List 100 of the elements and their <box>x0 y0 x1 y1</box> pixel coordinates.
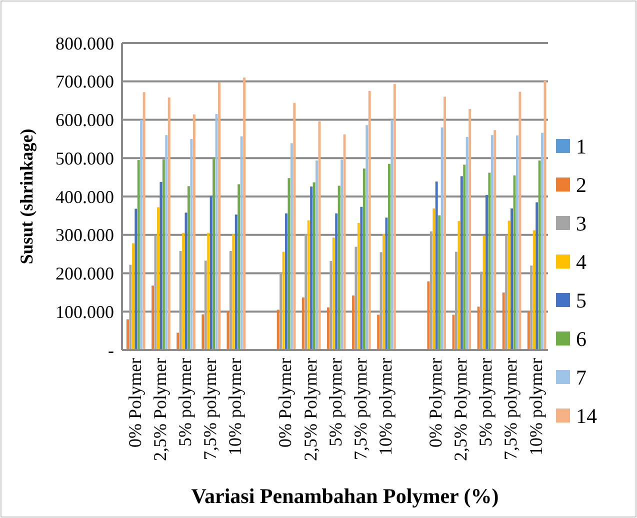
bar <box>343 134 346 350</box>
bar <box>134 208 138 350</box>
bar <box>494 130 496 350</box>
bar <box>466 137 468 350</box>
bar <box>290 143 293 350</box>
bar <box>538 160 541 350</box>
bar <box>454 252 458 350</box>
bar <box>126 319 129 350</box>
y-tick-label: 800.000 <box>56 33 114 54</box>
bar <box>362 168 366 350</box>
bar <box>179 250 182 350</box>
bar <box>129 264 132 350</box>
y-tick-label: 300.000 <box>56 225 114 246</box>
bar <box>490 135 494 350</box>
bar <box>218 82 220 350</box>
x-tick-label: 2,5% Polymer <box>300 358 320 461</box>
bar <box>480 272 482 350</box>
bar <box>335 213 338 350</box>
bar <box>360 206 363 350</box>
bar <box>435 182 438 350</box>
bar <box>438 215 441 350</box>
legend-label: 4 <box>576 250 587 274</box>
x-tick-label: 5% polymer <box>325 358 346 446</box>
legend-label: 5 <box>576 288 586 312</box>
bar <box>210 196 212 350</box>
bar <box>460 176 463 350</box>
bar <box>505 234 508 350</box>
bar <box>280 272 282 350</box>
bar <box>310 186 313 350</box>
bar <box>536 202 538 350</box>
bar <box>338 186 340 350</box>
bar <box>532 230 536 350</box>
bar <box>518 92 522 350</box>
x-tick-label: 7,5% polymer <box>350 358 370 460</box>
bar <box>302 297 304 350</box>
bar <box>477 306 480 350</box>
x-tick-label: 10% polymer <box>375 358 396 456</box>
bar <box>162 159 165 350</box>
bar <box>152 286 154 350</box>
bar <box>293 102 296 350</box>
bar <box>190 138 193 350</box>
x-tick-label: 2,5% Polymer <box>450 358 471 461</box>
y-tick-label: 400.000 <box>56 186 114 207</box>
bar <box>508 220 510 350</box>
x-tick-label: 5% polymer <box>174 358 195 446</box>
bar <box>202 314 204 350</box>
bar <box>427 281 430 350</box>
bar <box>243 78 246 350</box>
bar <box>352 296 354 350</box>
bar <box>207 232 210 350</box>
x-tick-label: 2,5% Polymer <box>150 358 170 461</box>
bar <box>137 160 140 350</box>
bar <box>357 222 360 350</box>
y-tick-label: 500.000 <box>56 148 114 168</box>
bar <box>229 250 232 350</box>
bar <box>165 135 168 350</box>
bar <box>188 186 190 350</box>
x-tick-label: 10% polymer <box>526 358 546 456</box>
y-tick-label: 600.000 <box>56 110 114 130</box>
bar <box>176 332 180 350</box>
y-tick-label: 200.000 <box>56 264 114 284</box>
x-tick-label: 7,5% polymer <box>200 358 220 460</box>
legend-label: 2 <box>576 172 586 197</box>
bar <box>380 252 382 350</box>
bar <box>238 184 240 350</box>
y-tick-label: 700.000 <box>56 72 114 92</box>
bar <box>330 260 332 350</box>
bar <box>382 234 385 350</box>
bar <box>140 120 143 350</box>
bar <box>318 121 321 350</box>
bar <box>516 135 518 350</box>
bar <box>366 125 368 350</box>
bar <box>468 109 472 350</box>
bar <box>204 260 207 350</box>
bar <box>288 178 290 350</box>
y-tick-label: - <box>108 340 114 360</box>
bar <box>304 234 308 350</box>
bar <box>316 160 318 350</box>
bar <box>444 96 446 350</box>
bar <box>388 164 390 350</box>
bar <box>432 208 436 350</box>
legend-label: 14 <box>576 404 598 428</box>
bar <box>377 314 380 350</box>
bar <box>212 157 216 350</box>
bar <box>276 310 280 350</box>
bar <box>340 160 344 350</box>
bar <box>160 182 162 350</box>
bar <box>307 220 310 350</box>
bar <box>285 213 288 350</box>
bar <box>440 127 444 350</box>
bar <box>488 172 491 350</box>
bar <box>232 234 235 350</box>
bar <box>368 90 371 350</box>
bar <box>332 238 335 350</box>
x-tick-label: 10% polymer <box>225 358 246 456</box>
bar <box>326 307 330 350</box>
y-axis-title: Susut (shrinkage) <box>16 128 36 264</box>
x-tick-label: 0% Polymer <box>275 358 296 448</box>
bar <box>226 310 230 350</box>
x-tick-label: 7,5% polymer <box>500 358 521 460</box>
